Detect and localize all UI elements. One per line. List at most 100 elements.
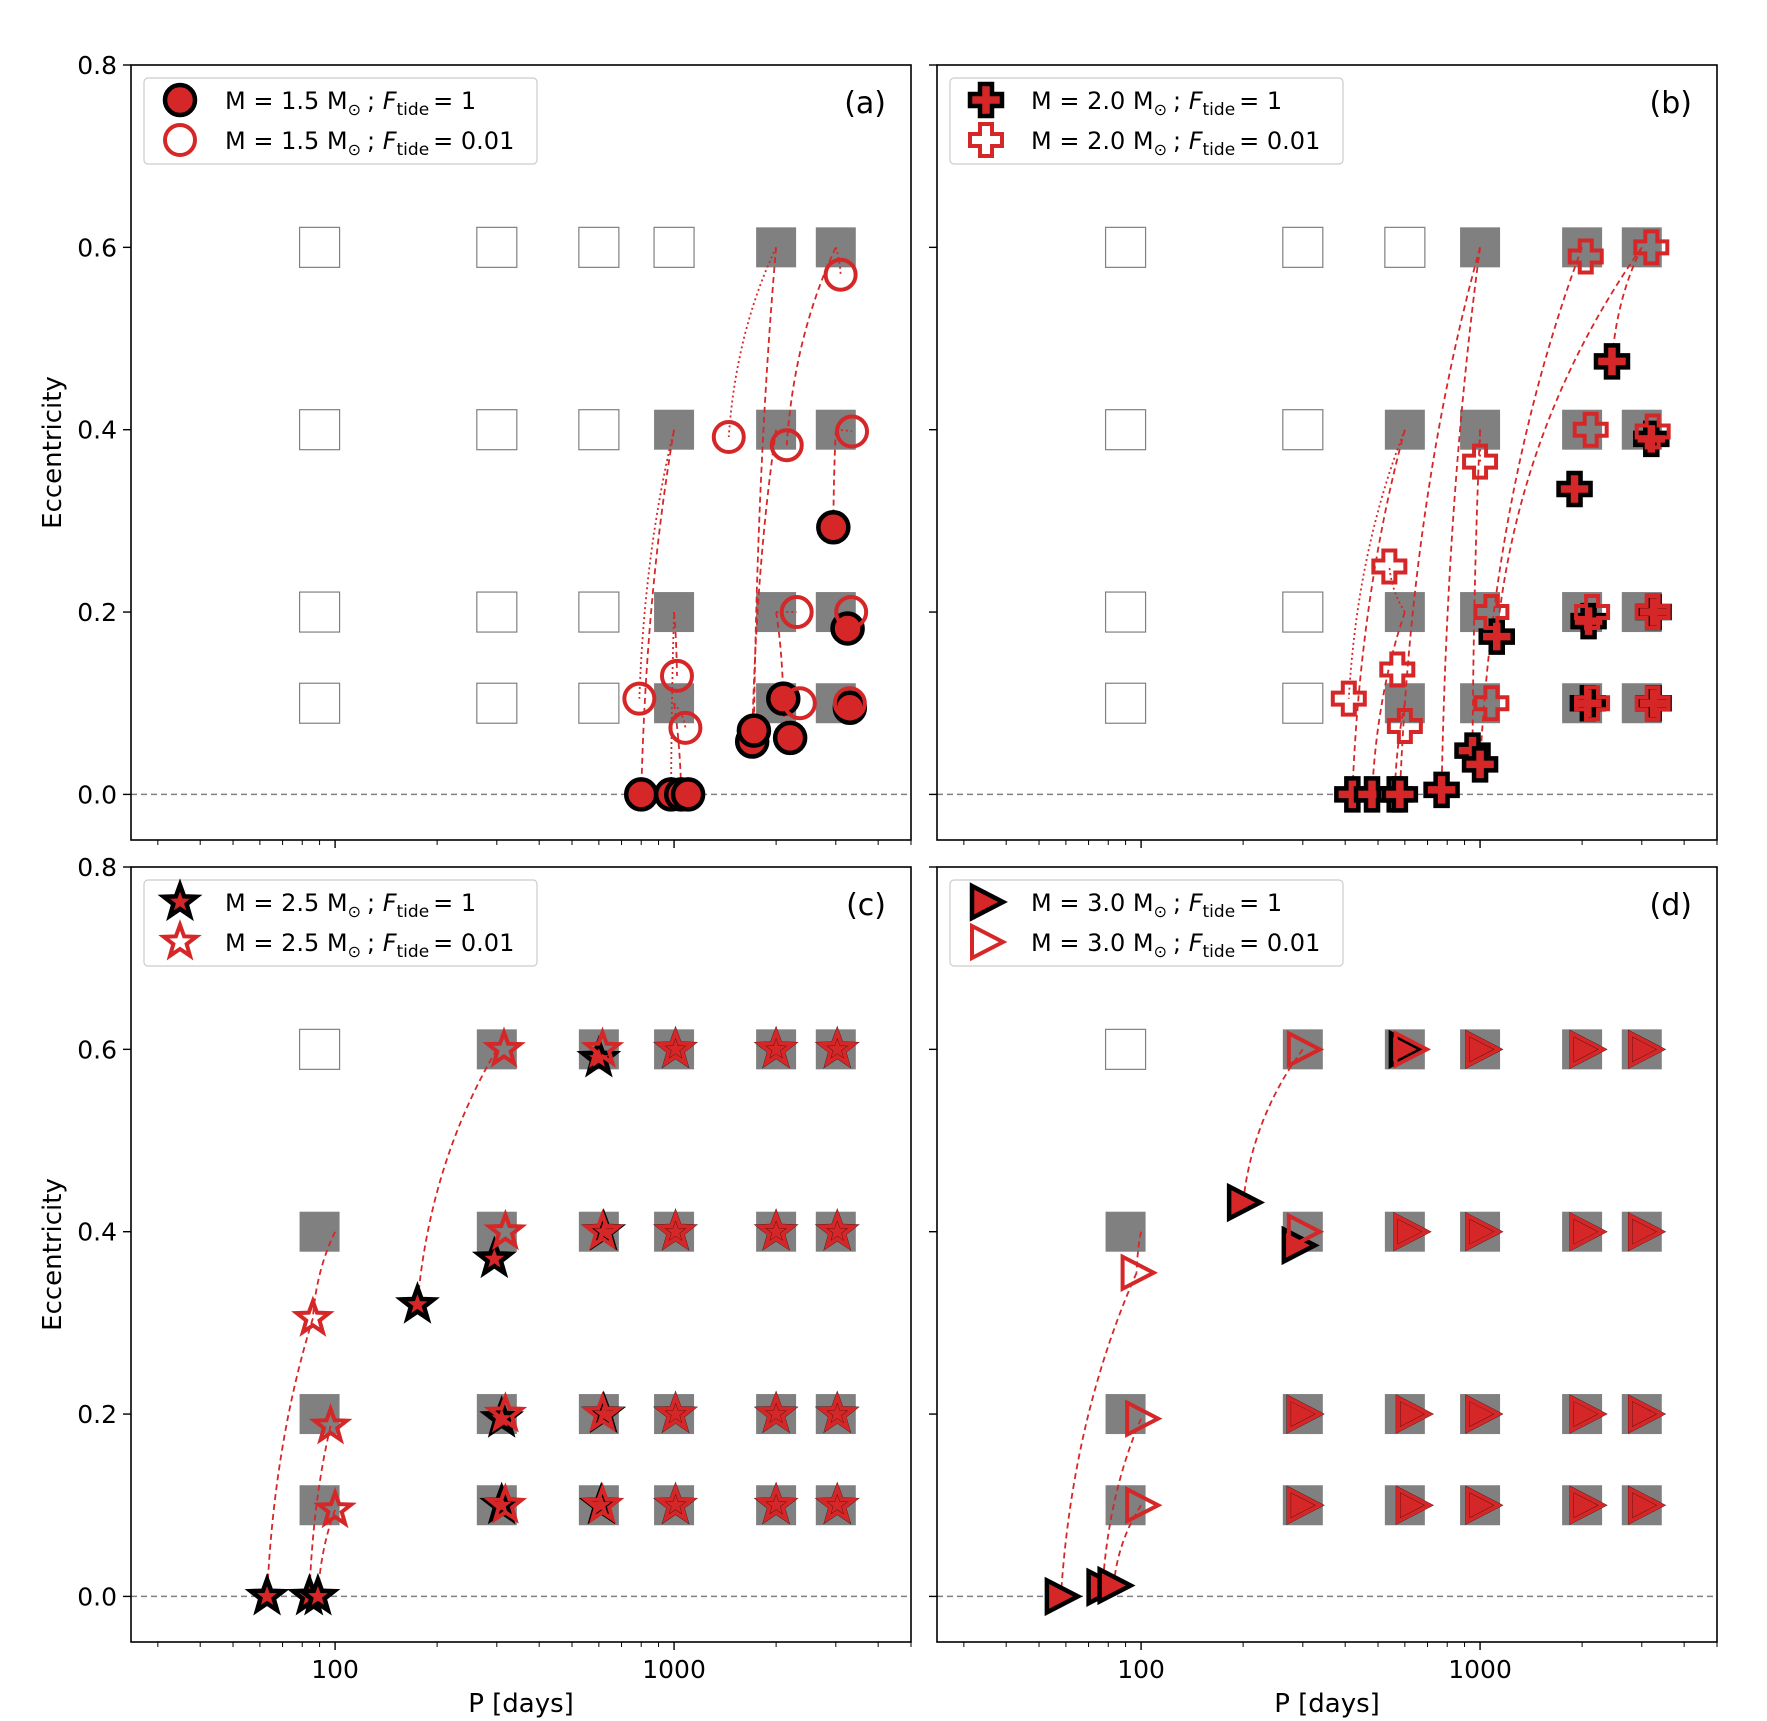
marker-ftide-0.01 bbox=[653, 1482, 698, 1524]
legend-marker bbox=[968, 122, 1004, 158]
marker-ftide-0.01 bbox=[668, 710, 703, 745]
legend-box bbox=[949, 879, 1344, 967]
x-axis-label: P [days] bbox=[468, 1689, 574, 1719]
marker-ftide-0.01 bbox=[483, 1482, 528, 1524]
evolution-track bbox=[835, 428, 853, 433]
marker-ftide-0.01 bbox=[1634, 413, 1671, 450]
marker-ftide-0.01 bbox=[711, 420, 746, 454]
initial-square-open bbox=[1384, 226, 1426, 268]
marker-ftide-0.01 bbox=[815, 1208, 860, 1251]
marker-ftide-0.01 bbox=[754, 1208, 798, 1251]
legend-label: M = 1.5 M⊙; Ftide = 1 bbox=[225, 87, 476, 120]
marker-ftide-0.01 bbox=[1569, 1212, 1608, 1251]
marker-ftide-1 bbox=[1593, 343, 1631, 380]
y-tick-label: 0.4 bbox=[77, 416, 117, 445]
evolution-track bbox=[1351, 429, 1406, 795]
marker-ftide-0.01 bbox=[754, 1482, 798, 1524]
marker-ftide-0.01 bbox=[653, 1026, 698, 1068]
marker-ftide-0.01 bbox=[1286, 1394, 1325, 1434]
marker-ftide-0.01 bbox=[1465, 1212, 1503, 1251]
legend-label: M = 2.0 M⊙; Ftide = 0.01 bbox=[1031, 127, 1320, 160]
axes-frame bbox=[936, 866, 1718, 1643]
axes-frame bbox=[130, 64, 912, 841]
marker-ftide-0.01 bbox=[1462, 443, 1499, 480]
evolution-track bbox=[308, 1425, 332, 1597]
legend-box bbox=[143, 879, 538, 967]
legend-label: M = 1.5 M⊙; Ftide = 0.01 bbox=[225, 127, 514, 160]
initial-square-open bbox=[1104, 682, 1147, 724]
initial-square-filled bbox=[1460, 683, 1501, 724]
plot-area bbox=[937, 1028, 1717, 1617]
marker-ftide-0.01 bbox=[832, 686, 867, 721]
marker-ftide-0.01 bbox=[779, 595, 814, 630]
initial-square-filled bbox=[299, 1211, 340, 1252]
evolution-track bbox=[1471, 429, 1481, 751]
marker-ftide-0.01 bbox=[1465, 1485, 1503, 1525]
initial-square-open bbox=[298, 591, 341, 633]
marker-ftide-1 bbox=[670, 777, 706, 812]
marker-ftide-1 bbox=[395, 1281, 440, 1324]
marker-ftide-0.01 bbox=[834, 595, 869, 630]
marker-ftide-0.01 bbox=[1628, 1030, 1666, 1069]
marker-ftide-0.01 bbox=[580, 1026, 625, 1068]
marker-ftide-0.01 bbox=[1628, 1394, 1666, 1434]
marker-ftide-1 bbox=[1097, 1565, 1136, 1606]
marker-ftide-0.01 bbox=[1330, 680, 1367, 717]
evolution-track bbox=[1135, 1231, 1142, 1273]
panel-label: (b) bbox=[1650, 86, 1692, 121]
marker-ftide-0.01 bbox=[782, 686, 817, 721]
marker-ftide-1 bbox=[736, 713, 772, 748]
marker-ftide-0.01 bbox=[1633, 229, 1670, 266]
legend-label: M = 3.0 M⊙; Ftide = 0.01 bbox=[1031, 929, 1320, 962]
y-tick-label: 0.0 bbox=[77, 780, 117, 809]
y-tick-label: 0.8 bbox=[77, 853, 117, 882]
legend-label: M = 2.5 M⊙; Ftide = 0.01 bbox=[225, 929, 514, 962]
marker-ftide-0.01 bbox=[823, 257, 858, 292]
evolution-track bbox=[775, 611, 785, 699]
marker-ftide-0.01 bbox=[1634, 685, 1671, 722]
marker-ftide-0.01 bbox=[1120, 1253, 1158, 1293]
panel-a: 0.0 0.2 0.4 0.6 0.8 Eccentricity (a) M = 1.5 M⊙… bbox=[38, 51, 912, 848]
x-axis-label: P [days] bbox=[1274, 1689, 1380, 1719]
initial-square-open bbox=[476, 226, 518, 268]
marker-ftide-1 bbox=[1423, 771, 1460, 809]
marker-ftide-0.01 bbox=[622, 681, 657, 716]
marker-ftide-1 bbox=[1478, 618, 1515, 655]
marker-ftide-1 bbox=[1381, 776, 1419, 813]
initial-square-open bbox=[476, 409, 518, 451]
axes-frame bbox=[936, 64, 1718, 841]
marker-ftide-1 bbox=[772, 720, 808, 756]
legend-label: M = 2.0 M⊙; Ftide = 1 bbox=[1031, 87, 1282, 120]
marker-ftide-0.01 bbox=[580, 1208, 625, 1251]
initial-square-open bbox=[476, 682, 518, 724]
evolution-track bbox=[834, 247, 842, 275]
x-tick-label: 100 bbox=[1117, 1655, 1165, 1684]
marker-ftide-1 bbox=[623, 777, 659, 812]
legend-marker bbox=[158, 919, 202, 961]
panel-c: 0.0 0.2 0.4 0.6 0.8 100 1000 P [days] Eccentrici… bbox=[38, 853, 912, 1719]
legend-box bbox=[949, 77, 1344, 165]
initial-square-open bbox=[653, 226, 695, 268]
initial-square-open bbox=[1104, 409, 1147, 451]
marker-ftide-0.01 bbox=[1634, 594, 1671, 631]
marker-ftide-0.01 bbox=[580, 1482, 625, 1524]
marker-ftide-1 bbox=[295, 1572, 341, 1616]
legend: M = 1.5 M⊙; Ftide = 1 M = 1.5 M⊙; Ftide = 0… bbox=[143, 77, 538, 165]
marker-ftide-0.01 bbox=[1286, 1030, 1325, 1069]
marker-ftide-0.01 bbox=[1393, 1212, 1432, 1251]
evolution-track bbox=[416, 1048, 498, 1305]
legend-label: M = 3.0 M⊙; Ftide = 1 bbox=[1031, 889, 1282, 922]
marker-ftide-0.01 bbox=[1396, 1394, 1434, 1434]
evolution-track bbox=[727, 246, 777, 438]
initial-square-open bbox=[1104, 591, 1147, 633]
marker-ftide-0.01 bbox=[1572, 411, 1609, 448]
marker-ftide-1 bbox=[1044, 1576, 1083, 1617]
evolution-track bbox=[1059, 1272, 1138, 1597]
marker-ftide-0.01 bbox=[1473, 594, 1510, 631]
legend-marker bbox=[162, 82, 198, 118]
marker-ftide-0.01 bbox=[291, 1295, 335, 1337]
axes-frame bbox=[130, 866, 912, 1643]
y-tick-label: 0.6 bbox=[77, 233, 117, 262]
marker-ftide-0.01 bbox=[769, 428, 804, 463]
